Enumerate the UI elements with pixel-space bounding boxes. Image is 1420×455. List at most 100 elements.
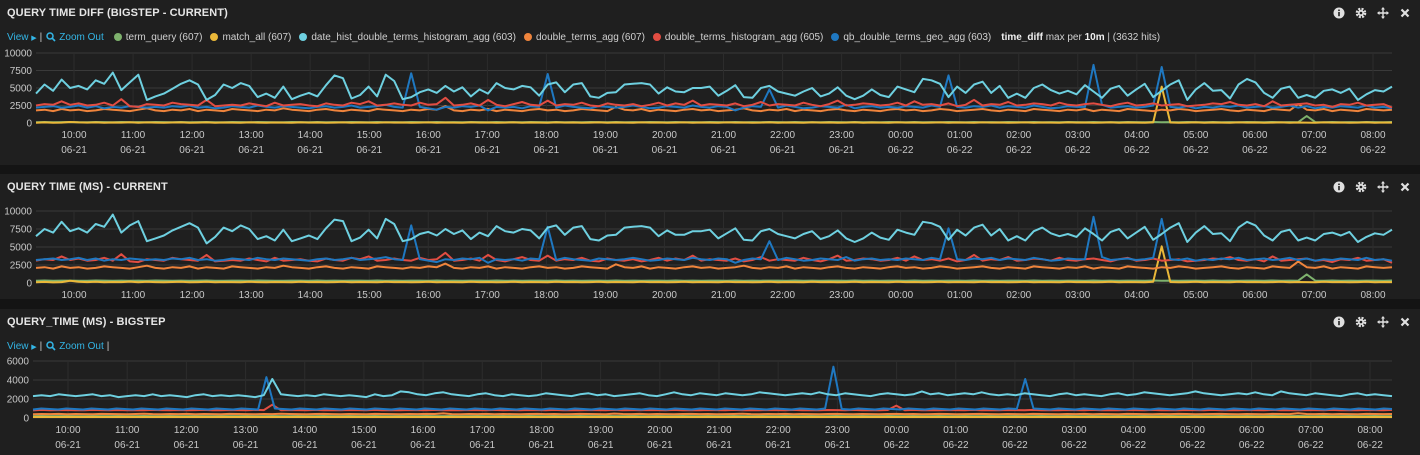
close-icon[interactable] — [1398, 6, 1412, 20]
legend-dot — [210, 33, 219, 41]
x-tick-date: 06-21 — [179, 145, 205, 156]
x-tick-time: 08:00 — [1357, 425, 1382, 436]
magnifier-icon — [46, 341, 56, 351]
x-tick-time: 10:00 — [55, 425, 80, 436]
x-tick-date: 06-21 — [297, 145, 323, 156]
gear-icon[interactable] — [1354, 180, 1368, 194]
x-tick-time: 16:00 — [416, 130, 441, 141]
close-icon[interactable] — [1398, 315, 1412, 329]
x-tick-time: 05:00 — [1183, 290, 1208, 299]
series-line-qb-geo[interactable] — [32, 365, 1393, 411]
x-tick-time: 18:00 — [529, 425, 554, 436]
legend-item[interactable]: double_terms_histogram_agg (605) — [652, 32, 823, 43]
x-tick-time: 03:00 — [1065, 130, 1090, 141]
zoom-out-button[interactable]: Zoom Out — [46, 341, 104, 352]
x-tick-time: 17:00 — [475, 130, 500, 141]
zoom-out-button[interactable]: Zoom Out — [46, 32, 104, 43]
x-tick-time: 04:00 — [1124, 130, 1149, 141]
x-tick-time: 01:00 — [943, 425, 968, 436]
panel-icons — [1332, 315, 1412, 329]
x-tick-time: 10:00 — [61, 130, 86, 141]
x-tick-date: 06-21 — [410, 440, 436, 451]
y-tick-label: 6000 — [7, 357, 30, 368]
series-line-term-query[interactable] — [35, 115, 1393, 124]
panel-icons — [1332, 180, 1412, 194]
move-icon[interactable] — [1376, 6, 1390, 20]
x-tick-date: 06-22 — [1002, 440, 1028, 451]
series-line-term-query[interactable] — [35, 273, 1393, 282]
x-tick-time: 01:00 — [947, 290, 972, 299]
series-line-match-all[interactable] — [35, 245, 1393, 284]
series-line-date-hist[interactable] — [32, 378, 1393, 399]
x-tick-date: 06-21 — [529, 440, 555, 451]
view-menu[interactable]: View ▶ — [7, 31, 37, 43]
gear-icon[interactable] — [1354, 315, 1368, 329]
series-line-double-terms-agg[interactable] — [35, 260, 1393, 270]
info-icon[interactable] — [1332, 180, 1346, 194]
chart-query-time-current[interactable]: 10000750050002500010:0006-2111:0006-2112… — [0, 199, 1420, 299]
series-line-date-hist[interactable] — [35, 71, 1393, 101]
legend-item[interactable]: double_terms_agg (607) — [523, 32, 645, 43]
view-menu[interactable]: View ▶ — [7, 340, 37, 352]
x-tick-time: 06:00 — [1239, 425, 1264, 436]
series-line-double-terms-histogram-agg[interactable] — [35, 251, 1393, 264]
chart-query-time-bigstep[interactable]: 6000 4000 2000 0 10:00 06-21 11:00 06-21 12:00 06… — [0, 355, 1420, 455]
legend-item[interactable]: term_query (607) — [113, 32, 202, 43]
x-tick-time: 20:00 — [647, 425, 672, 436]
x-tick-date: 06-22 — [1124, 145, 1150, 156]
series-line-qb-geo[interactable] — [35, 215, 1393, 264]
x-tick-time: 13:00 — [239, 290, 264, 299]
series-line-double-terms-agg[interactable] — [32, 412, 1393, 416]
move-icon[interactable] — [1376, 315, 1390, 329]
x-tick-date: 06-21 — [534, 145, 560, 156]
legend-dot — [831, 33, 840, 41]
series-line-date-hist[interactable] — [35, 213, 1393, 245]
x-tick-time: 15:00 — [351, 425, 376, 436]
x-tick-time: 07:00 — [1301, 130, 1326, 141]
legend-dot — [523, 33, 532, 41]
legend-item[interactable]: date_hist_double_terms_histogram_agg (60… — [299, 32, 516, 43]
x-tick-time: 14:00 — [298, 290, 323, 299]
x-tick-time: 18:00 — [534, 130, 559, 141]
x-tick-date: 06-22 — [1120, 440, 1146, 451]
x-tick-time: 20:00 — [652, 290, 677, 299]
info-icon[interactable] — [1332, 315, 1346, 329]
x-tick-time: 08:00 — [1360, 290, 1385, 299]
x-tick-time: 04:00 — [1121, 425, 1146, 436]
close-icon[interactable] — [1398, 180, 1412, 194]
x-tick-date: 06-22 — [1061, 440, 1087, 451]
magnifier-icon — [46, 32, 56, 42]
series-line-double-terms-histogram-agg[interactable] — [35, 96, 1393, 109]
x-tick-time: 15:00 — [357, 130, 382, 141]
x-tick-time: 21:00 — [711, 290, 736, 299]
x-tick-time: 22:00 — [766, 425, 791, 436]
x-tick-date: 06-22 — [1360, 145, 1386, 156]
x-tick-time: 06:00 — [1242, 290, 1267, 299]
x-tick-time: 23:00 — [829, 130, 854, 141]
x-tick-time: 11:00 — [121, 290, 146, 299]
x-tick-date: 06-21 — [55, 440, 81, 451]
x-tick-time: 12:00 — [174, 425, 199, 436]
move-icon[interactable] — [1376, 180, 1390, 194]
panel-query-time-diff: QUERY TIME DIFF (BIGSTEP - CURRENT) View… — [0, 0, 1420, 165]
x-tick-date: 06-21 — [114, 440, 140, 451]
x-tick-date: 06-21 — [356, 145, 382, 156]
chart-query-time-diff[interactable]: 10000 7500 5000 2500 0 10:00 06-21 11:00 06-21 12… — [0, 45, 1420, 165]
legend-item[interactable]: match_all (607) — [210, 32, 291, 43]
x-tick-time: 19:00 — [593, 130, 618, 141]
legend-item[interactable]: qb_double_terms_geo_agg (603) — [831, 32, 991, 43]
x-tick-time: 13:00 — [239, 130, 264, 141]
x-tick-date: 06-21 — [593, 145, 619, 156]
x-tick-time: 00:00 — [884, 425, 909, 436]
panel-header: QUERY TIME (MS) - CURRENT — [0, 174, 1420, 200]
y-tick-label: 10000 — [4, 49, 32, 60]
x-tick-time: 22:00 — [770, 130, 795, 141]
info-icon[interactable] — [1332, 6, 1346, 20]
series-line-double-terms-agg[interactable] — [35, 103, 1393, 113]
x-tick-time: 12:00 — [180, 290, 205, 299]
gear-icon[interactable] — [1354, 6, 1368, 20]
x-tick-time: 13:00 — [233, 425, 258, 436]
x-tick-time: 07:00 — [1298, 425, 1323, 436]
x-tick-date: 06-21 — [652, 145, 678, 156]
x-tick-date: 06-22 — [1065, 145, 1091, 156]
